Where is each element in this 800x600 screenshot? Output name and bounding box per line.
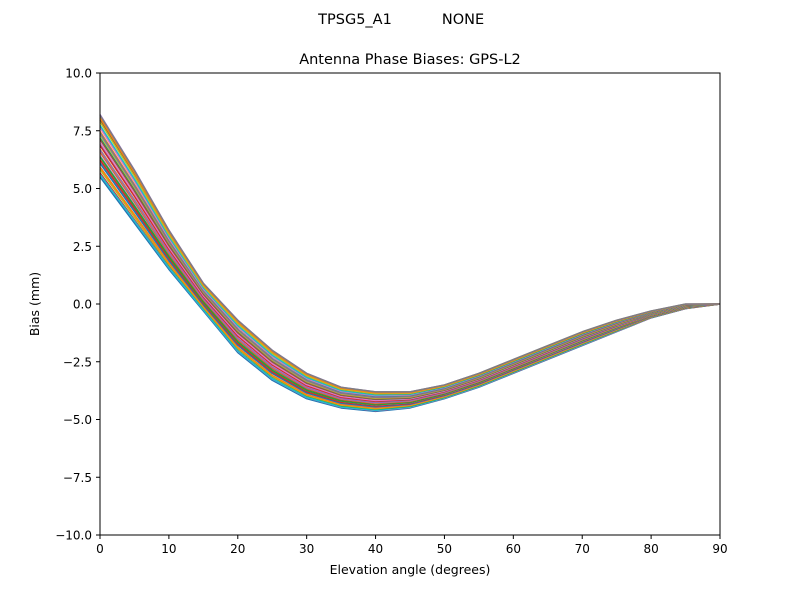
series-lines — [99, 114, 721, 413]
series-line — [99, 114, 720, 393]
y-tick-label: −7.5 — [63, 471, 92, 485]
suptitle-antenna: TPSG5_A1 — [317, 12, 392, 28]
series-line — [99, 120, 721, 395]
y-tick-label: 5.0 — [73, 182, 92, 196]
x-axis-ticks: 0 10 20 30 40 50 60 70 80 90 — [96, 535, 728, 556]
series-line — [99, 132, 721, 399]
y-axis-label: Bias (mm) — [27, 272, 42, 336]
chart-title: Antenna Phase Biases: GPS-L2 — [299, 52, 521, 68]
series-line — [99, 126, 721, 397]
y-tick-label: 2.5 — [73, 240, 92, 254]
y-tick-label: 10.0 — [65, 67, 92, 81]
y-tick-label: −2.5 — [63, 355, 92, 369]
series-line — [99, 131, 721, 399]
suptitle-radome: NONE — [442, 12, 484, 28]
x-tick-label: 80 — [643, 542, 658, 556]
y-tick-label: −5.0 — [63, 413, 92, 427]
series-line — [99, 117, 721, 394]
x-tick-label: 90 — [712, 542, 727, 556]
x-tick-label: 0 — [96, 542, 104, 556]
x-tick-label: 70 — [575, 542, 590, 556]
x-tick-label: 50 — [437, 542, 452, 556]
plot-area: 0 10 20 30 40 50 60 70 80 90 −10.0 −7.5 −5.0 −2.5 0.0… — [55, 67, 727, 557]
x-tick-label: 30 — [299, 542, 314, 556]
series-line — [99, 114, 721, 393]
y-axis-ticks: −10.0 −7.5 −5.0 −2.5 0.0 2.5 5.0 7.5 10.0 — [55, 67, 100, 543]
series-line — [99, 119, 721, 395]
series-line — [99, 125, 721, 397]
x-tick-label: 60 — [506, 542, 521, 556]
series-line — [99, 127, 721, 397]
x-tick-label: 40 — [368, 542, 383, 556]
x-tick-label: 10 — [161, 542, 176, 556]
y-tick-label: 7.5 — [73, 124, 92, 138]
y-tick-label: 0.0 — [73, 298, 92, 312]
x-tick-label: 20 — [230, 542, 245, 556]
y-tick-label: −10.0 — [55, 529, 92, 543]
axes-frame — [99, 72, 721, 536]
series-line — [99, 132, 721, 398]
series-line — [99, 121, 721, 395]
series-line — [99, 124, 721, 396]
x-axis-label: Elevation angle (degrees) — [330, 562, 491, 577]
